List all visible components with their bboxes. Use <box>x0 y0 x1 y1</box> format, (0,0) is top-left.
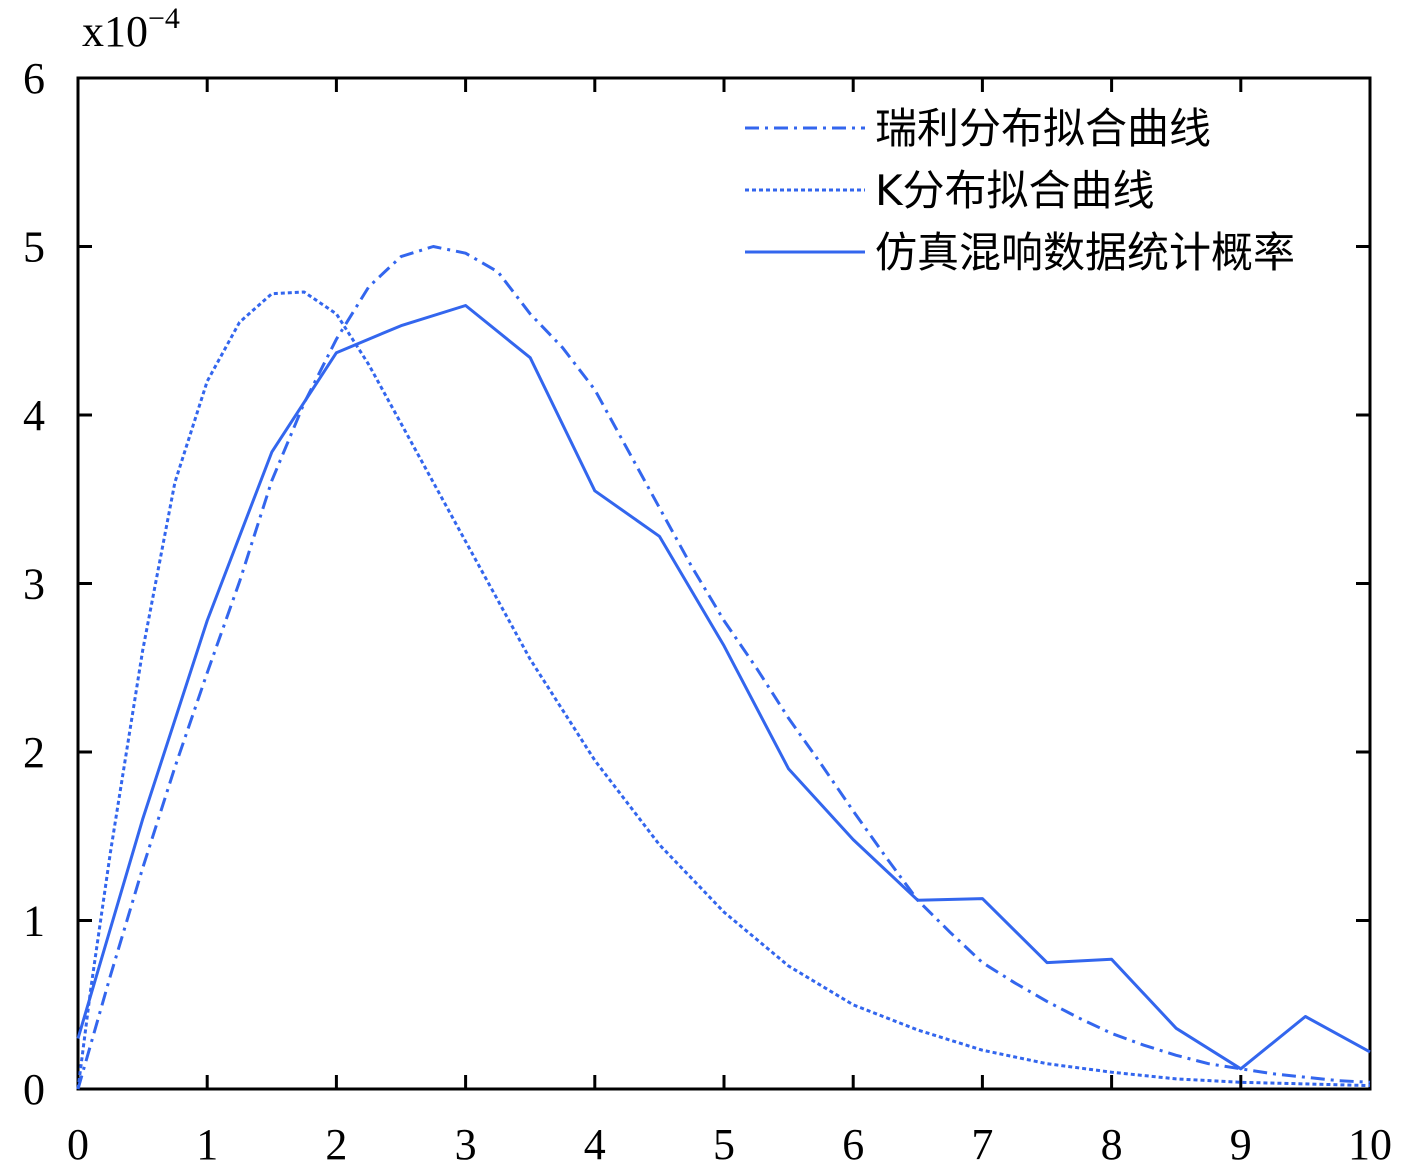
axis-scale-label: x10−4 <box>82 2 180 56</box>
series-line-dotted <box>76 290 1371 1090</box>
x-tick-label: 9 <box>1230 1120 1252 1169</box>
x-tick-label: 0 <box>67 1120 89 1169</box>
series-line-dashdot <box>76 245 1371 1090</box>
x-tick-label: 1 <box>196 1120 218 1169</box>
y-tick-label: 6 <box>23 54 45 103</box>
series-line-solid <box>76 304 1371 1071</box>
x-tick-label: 5 <box>713 1120 735 1169</box>
y-tick-label: 3 <box>23 560 45 609</box>
x-tick-label: 2 <box>325 1120 347 1169</box>
x-axis-ticks: 0 1 2 3 4 5 6 7 8 9 10 <box>67 78 1392 1169</box>
series-layer <box>76 245 1371 1090</box>
x-tick-label: 4 <box>584 1120 606 1169</box>
y-tick-label: 0 <box>23 1065 45 1114</box>
legend-label: 瑞利分布拟合曲线 <box>875 104 1211 153</box>
x-tick-label: 8 <box>1101 1120 1123 1169</box>
y-tick-label: 1 <box>23 897 45 946</box>
y-tick-label: 4 <box>23 391 45 440</box>
x-tick-label: 6 <box>842 1120 864 1169</box>
y-tick-label: 5 <box>23 223 45 272</box>
legend-label: 仿真混响数据统计概率 <box>875 228 1295 277</box>
y-tick-label: 2 <box>23 728 45 777</box>
legend-label: K分布拟合曲线 <box>875 166 1155 215</box>
x-tick-label: 10 <box>1348 1120 1392 1169</box>
x-tick-label: 3 <box>455 1120 477 1169</box>
x-tick-label: 7 <box>971 1120 993 1169</box>
y-axis-ticks: 0 1 2 3 4 5 6 <box>23 54 1370 1114</box>
